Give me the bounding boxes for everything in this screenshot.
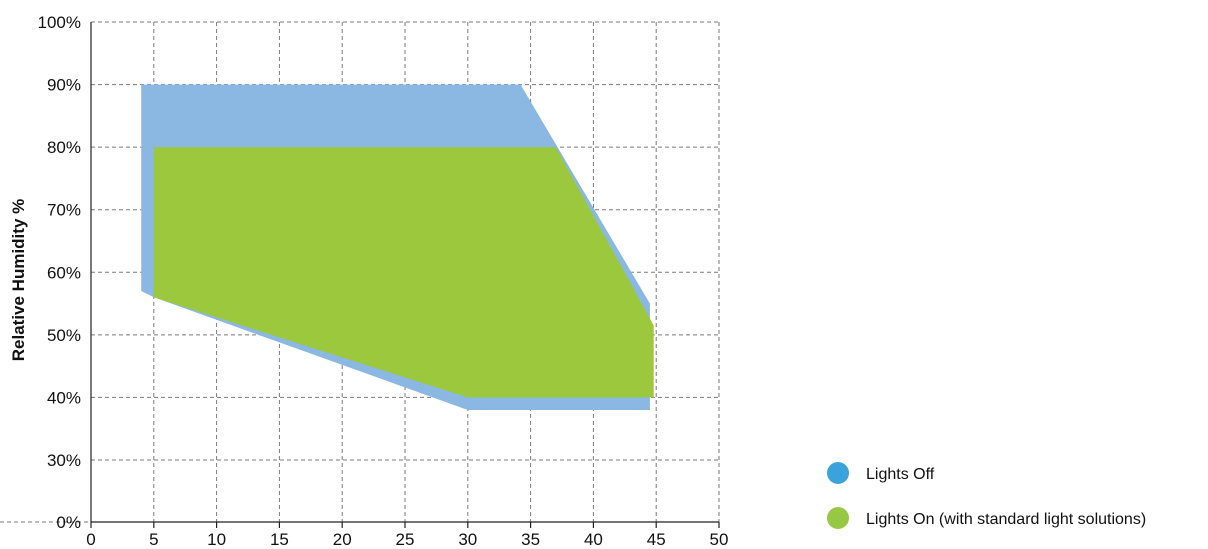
y-tick-label: 40% [47, 388, 81, 407]
y-axis-ticks: 0% 30% 40% 50% 60% 70% 80% 90% 100% [38, 13, 81, 532]
lights-on-legend-swatch [827, 507, 849, 529]
x-axis-ticks: 0 5 10 15 20 25 30 35 40 45 50 [86, 522, 728, 549]
y-tick-label: 90% [47, 76, 81, 95]
legend: Lights Off Lights On (with standard light… [827, 462, 1146, 529]
y-axis-label: Relative Humidity % [9, 199, 28, 362]
x-tick-label: 15 [270, 530, 289, 549]
x-tick-label: 30 [458, 530, 477, 549]
y-tick-label: 60% [47, 263, 81, 282]
chart-areas [141, 84, 654, 410]
y-tick-label: 70% [47, 201, 81, 220]
y-tick-label: 80% [47, 138, 81, 157]
x-tick-label: 40 [584, 530, 603, 549]
x-tick-label: 5 [149, 530, 158, 549]
y-tick-label: 0% [56, 513, 81, 532]
lights-on-area [153, 147, 654, 398]
lights-off-legend-swatch [827, 462, 849, 484]
x-tick-label: 0 [86, 530, 95, 549]
y-tick-label: 50% [47, 326, 81, 345]
x-tick-label: 50 [710, 530, 729, 549]
lights-off-legend-label: Lights Off [866, 466, 935, 483]
x-tick-label: 25 [396, 530, 415, 549]
x-tick-label: 35 [521, 530, 540, 549]
y-tick-label: 30% [47, 451, 81, 470]
x-tick-label: 10 [207, 530, 226, 549]
y-tick-label: 100% [38, 13, 81, 32]
x-tick-label: 20 [333, 530, 352, 549]
x-tick-label: 45 [647, 530, 666, 549]
lights-on-legend-label: Lights On (with standard light solutions… [866, 511, 1146, 528]
